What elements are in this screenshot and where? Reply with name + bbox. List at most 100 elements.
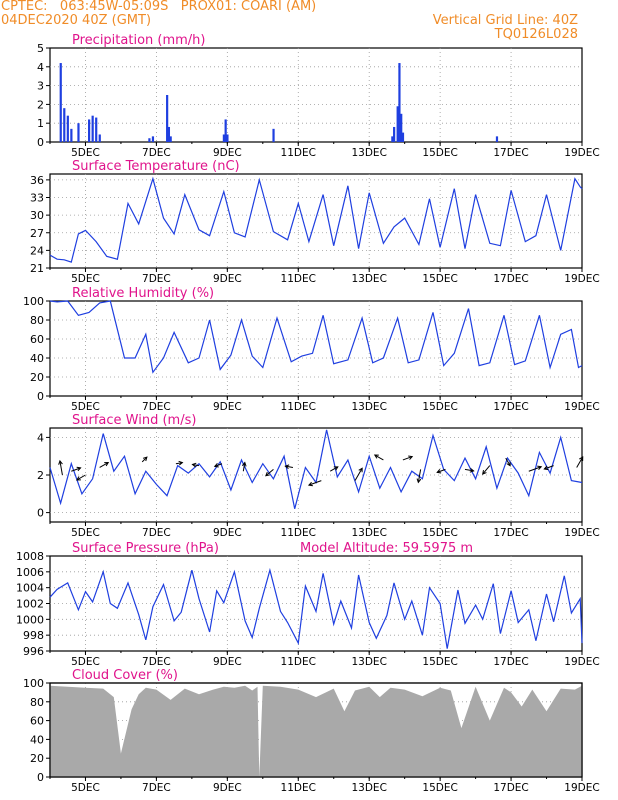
pressure-ytick-label-2: 1000 xyxy=(16,613,44,626)
wind-arrowhead-12 xyxy=(333,466,339,471)
precipitation-xtick-label-7: 19DEC xyxy=(564,147,599,159)
cloud-ytick-label-4: 80 xyxy=(30,696,44,709)
humidity-xtick-label-4: 13DEC xyxy=(351,401,386,413)
pressure-xtick-label-5: 15DEC xyxy=(422,656,457,668)
precipitation-bar-8 xyxy=(98,134,101,142)
wind-xtick-label-1: 7DEC xyxy=(142,527,171,539)
pressure-annotation: Model Altitude: 59.5975 m xyxy=(300,541,473,556)
pressure-xtick-label-0: 5DEC xyxy=(71,656,100,668)
pressure-series-line xyxy=(49,567,583,649)
wind-arrow-11 xyxy=(308,480,322,486)
precipitation-bar-19 xyxy=(393,126,396,142)
cloud-ytick-label-5: 100 xyxy=(23,677,44,690)
wind-arrowhead-5 xyxy=(178,460,184,466)
precipitation-bar-5 xyxy=(88,119,91,142)
wind-arrow-0 xyxy=(59,460,63,476)
temperature-xtick-label-5: 15DEC xyxy=(422,273,457,285)
cloud-frame-top xyxy=(49,682,583,778)
wind-arrowhead-9 xyxy=(265,471,270,477)
precipitation-xtick-label-6: 17DEC xyxy=(493,147,528,159)
precipitation-xtick-label-3: 11DEC xyxy=(281,147,316,159)
pressure-ytick-label-0: 996 xyxy=(23,645,44,658)
temperature-xtick-label-0: 5DEC xyxy=(71,273,100,285)
wind-arrow-3 xyxy=(99,462,109,468)
precipitation-bar-21 xyxy=(398,63,401,142)
wind-arrowhead-2 xyxy=(75,476,81,481)
pressure-xtick-label-6: 17DEC xyxy=(493,656,528,668)
temperature-ytick-label-5: 36 xyxy=(30,174,44,187)
humidity-ytick-label-3: 60 xyxy=(30,333,44,346)
precipitation-bar-17 xyxy=(272,128,275,142)
wind-arrow-19 xyxy=(482,465,491,475)
precipitation-bar-13 xyxy=(169,136,172,142)
wind-arrow-9 xyxy=(265,468,274,477)
cloud-xtick-label-6: 17DEC xyxy=(493,782,528,794)
cloud-ytick-label-0: 0 xyxy=(37,771,44,784)
wind-arrowhead-17 xyxy=(436,469,442,474)
cloud-title: Cloud Cover (%) xyxy=(72,668,178,683)
humidity-ytick-label-2: 40 xyxy=(30,352,44,365)
humidity-frame xyxy=(49,300,583,397)
precipitation-bar-4 xyxy=(77,123,80,142)
precipitation-xtick-label-1: 7DEC xyxy=(142,147,171,159)
wind-ytick-label-1: 2 xyxy=(37,469,44,482)
cloud-area xyxy=(50,685,582,777)
wind-arrowhead-22 xyxy=(543,465,549,471)
header-location: CPTEC: 063:45W-05:09S PROX01: COARI (AM) xyxy=(1,0,317,14)
wind-arrowhead-13 xyxy=(358,467,363,473)
wind-arrow-8 xyxy=(242,462,246,472)
header-grid-line: Vertical Grid Line: 40Z xyxy=(432,13,578,28)
cloud-xtick-label-1: 7DEC xyxy=(142,782,171,794)
precipitation-bar-7 xyxy=(95,117,98,142)
precipitation-ytick-label-1: 1 xyxy=(37,117,44,130)
precipitation-bar-22 xyxy=(400,113,403,142)
wind-arrowhead-4 xyxy=(142,456,148,462)
wind-arrowhead-10 xyxy=(284,464,290,470)
precipitation-ytick-label-0: 0 xyxy=(37,136,44,149)
pressure-title: Surface Pressure (hPa) xyxy=(72,541,219,556)
wind-arrow-22 xyxy=(544,465,554,470)
wind-xtick-label-2: 9DEC xyxy=(213,527,242,539)
temperature-ytick-label-1: 24 xyxy=(30,244,44,257)
header-model-code: TQ0126L028 xyxy=(494,27,578,42)
header-run-date: 04DEC2020 40Z (GMT) xyxy=(1,13,152,28)
cloud-ytick-label-2: 40 xyxy=(30,733,44,746)
pressure-xtick-label-4: 13DEC xyxy=(351,656,386,668)
humidity-xtick-label-1: 7DEC xyxy=(142,401,171,413)
cloud-xtick-label-4: 13DEC xyxy=(351,782,386,794)
wind-arrowhead-23 xyxy=(579,456,584,462)
wind-arrowhead-14 xyxy=(373,454,379,459)
precipitation-xtick-label-4: 13DEC xyxy=(351,147,386,159)
humidity-xtick-label-2: 9DEC xyxy=(213,401,242,413)
cloud-xtick-label-5: 15DEC xyxy=(422,782,457,794)
wind-arrow-4 xyxy=(141,456,148,463)
wind-ytick-label-0: 0 xyxy=(37,507,44,520)
precipitation-bar-15 xyxy=(224,119,227,142)
precipitation-bar-14 xyxy=(222,134,225,142)
wind-arrow-7 xyxy=(214,463,223,467)
precipitation-ytick-label-2: 2 xyxy=(37,98,44,111)
pressure-ytick-label-3: 1002 xyxy=(16,598,44,611)
temperature-ytick-label-2: 27 xyxy=(30,227,44,240)
wind-arrow-2 xyxy=(76,474,86,481)
cloud-ytick-label-1: 20 xyxy=(30,752,44,765)
humidity-xtick-label-0: 5DEC xyxy=(71,401,100,413)
wind-title: Surface Wind (m/s) xyxy=(72,413,196,428)
wind-series-line xyxy=(49,429,583,509)
wind-arrowhead-6 xyxy=(191,462,197,468)
precipitation-bar-12 xyxy=(167,126,171,142)
cloud-xtick-label-2: 9DEC xyxy=(213,782,242,794)
precipitation-bar-2 xyxy=(66,115,69,142)
temperature-xtick-label-2: 9DEC xyxy=(213,273,242,285)
wind-arrowhead-3 xyxy=(104,462,110,467)
header-left: CPTEC: 063:45W-05:09S PROX01: COARI (AM)… xyxy=(1,0,316,28)
humidity-ytick-label-1: 20 xyxy=(30,371,44,384)
wind-arrow-1 xyxy=(71,467,81,472)
precipitation-bar-16 xyxy=(226,134,229,142)
wind-xtick-label-5: 15DEC xyxy=(422,527,457,539)
wind-arrowhead-18 xyxy=(469,467,475,473)
humidity-xtick-label-7: 19DEC xyxy=(564,401,599,413)
humidity-ytick-label-0: 0 xyxy=(37,390,44,403)
wind-xtick-label-6: 17DEC xyxy=(493,527,528,539)
